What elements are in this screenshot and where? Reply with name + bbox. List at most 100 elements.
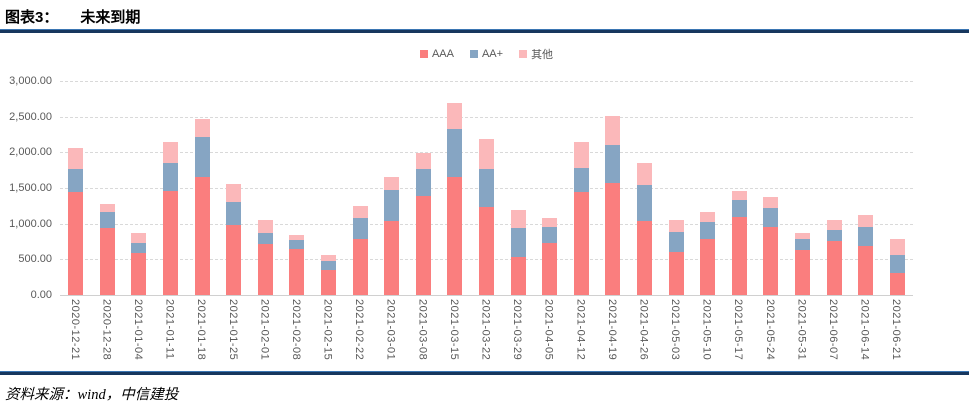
bar-2021-05-31 xyxy=(794,233,810,295)
title-divider-line xyxy=(0,29,969,33)
x-tick-label: 2021-01-18 xyxy=(195,299,208,361)
bar-segment-其他 xyxy=(763,196,779,209)
bar-segment-aaa xyxy=(163,190,179,295)
legend-label: 其他 xyxy=(531,49,554,61)
bar-2021-05-10 xyxy=(700,212,716,295)
bar-segment-aa+ xyxy=(479,169,494,207)
bar-segment-aaa xyxy=(131,252,147,295)
bar-segment-aa+ xyxy=(542,227,558,244)
bar-segment-aaa xyxy=(542,243,558,295)
bar-segment-aa+ xyxy=(321,261,337,271)
bar-segment-aa+ xyxy=(605,145,621,184)
bar-segment-其他 xyxy=(794,233,810,240)
y-tick-label: 1,000.00 xyxy=(9,217,52,230)
bar-segment-其他 xyxy=(131,232,147,243)
y-tick-label: 2,000.00 xyxy=(9,146,52,159)
bar-segment-其他 xyxy=(636,163,652,186)
bar-segment-aaa xyxy=(479,206,494,295)
bar-segment-aa+ xyxy=(352,218,368,239)
bar-segment-其他 xyxy=(826,219,842,231)
bar-2021-02-08 xyxy=(289,235,305,295)
legend-swatch-icon xyxy=(419,50,428,58)
x-tick-label: 2021-04-12 xyxy=(574,299,587,361)
x-tick-label: 2021-02-15 xyxy=(321,299,334,361)
bar-segment-aa+ xyxy=(731,199,747,217)
y-tick-label: 0.00 xyxy=(30,289,52,301)
x-tick-label: 2021-04-19 xyxy=(605,299,618,361)
chart-legend: AAA AA+ 其他 xyxy=(60,46,913,62)
legend-swatch-icon xyxy=(519,50,528,58)
bar-segment-aaa xyxy=(352,238,368,295)
x-tick-label: 2021-03-22 xyxy=(479,299,492,361)
x-tick-label: 2021-02-01 xyxy=(258,299,271,361)
x-tick-label: 2021-05-31 xyxy=(795,299,808,361)
bar-2021-01-25 xyxy=(226,184,242,295)
x-axis-tick-labels: 2020-12-21 2020-12-28 2021-01-04 2021-01-11… xyxy=(60,299,913,371)
bar-2020-12-28 xyxy=(99,204,115,295)
bar-segment-aaa xyxy=(605,183,621,295)
bar-segment-aa+ xyxy=(889,255,905,274)
bar-segment-其他 xyxy=(731,191,747,200)
bar-segment-aa+ xyxy=(700,221,716,240)
bar-segment-aa+ xyxy=(257,233,273,245)
bar-segment-aaa xyxy=(636,220,652,295)
legend-label: AAA xyxy=(431,48,454,60)
bar-segment-其他 xyxy=(542,218,558,228)
y-axis-tick-labels: 0.00 500.00 1,000.00 1,500.00 2,000.00 2,500.… xyxy=(0,75,52,301)
bar-segment-其他 xyxy=(479,138,494,170)
chart-header: 图表3： 未来到期 xyxy=(5,6,140,27)
bar-2021-01-04 xyxy=(131,232,147,295)
bar-segment-aaa xyxy=(321,270,337,295)
x-tick-label: 2021-06-21 xyxy=(890,299,903,361)
bar-segment-aaa xyxy=(289,249,305,295)
bar-segment-其他 xyxy=(858,215,874,228)
x-tick-label: 2021-03-08 xyxy=(416,299,429,361)
y-tick-label: 2,500.00 xyxy=(9,110,52,123)
bar-2021-03-29 xyxy=(510,210,526,295)
legend-item-aa+: AA+ xyxy=(469,46,504,62)
bar-segment-其他 xyxy=(289,235,305,241)
bar-2021-03-22 xyxy=(479,138,494,295)
bar-2021-01-11 xyxy=(163,142,179,295)
legend-item-其他: 其他 xyxy=(519,46,553,62)
y-tick-label: 500.00 xyxy=(18,253,52,266)
bar-segment-其他 xyxy=(257,220,273,234)
bar-segment-其他 xyxy=(605,116,621,146)
x-tick-label: 2021-05-03 xyxy=(669,299,682,361)
x-tick-label: 2021-03-29 xyxy=(511,299,524,361)
bar-segment-其他 xyxy=(163,142,179,164)
bar-segment-aa+ xyxy=(447,129,463,177)
bar-segment-aa+ xyxy=(636,185,652,221)
bar-segment-aaa xyxy=(226,225,242,295)
bar-segment-aaa xyxy=(384,220,400,295)
bar-segment-其他 xyxy=(352,205,368,219)
bar-segment-其他 xyxy=(668,220,684,232)
bar-2021-05-03 xyxy=(668,220,684,295)
bar-2021-06-14 xyxy=(858,215,874,295)
bar-segment-aa+ xyxy=(415,169,431,196)
x-tick-label: 2021-05-17 xyxy=(732,299,745,361)
bar-segment-aa+ xyxy=(384,190,400,221)
bar-2021-05-24 xyxy=(763,196,779,295)
bar-segment-aaa xyxy=(99,228,115,295)
bar-2021-03-08 xyxy=(415,153,431,295)
x-tick-label: 2021-04-05 xyxy=(542,299,555,361)
gridline-3000 xyxy=(60,81,913,82)
bar-segment-aaa xyxy=(257,244,273,295)
bar-segment-aaa xyxy=(668,252,684,295)
legend-item-aaa: AAA xyxy=(419,46,454,62)
source-note: 资料来源：wind，中信建投 xyxy=(5,387,179,403)
x-axis-line xyxy=(60,295,913,296)
y-tick-label: 1,500.00 xyxy=(9,182,52,194)
bar-segment-aaa xyxy=(415,195,431,295)
bar-segment-aaa xyxy=(573,192,589,295)
x-tick-label: 2021-04-26 xyxy=(637,299,650,361)
bar-segment-aaa xyxy=(510,257,526,295)
legend-label: AA+ xyxy=(481,48,504,60)
bar-2021-02-15 xyxy=(321,255,337,295)
x-tick-label: 2021-01-04 xyxy=(131,299,144,361)
bar-segment-aaa xyxy=(68,191,84,295)
bar-segment-aa+ xyxy=(226,201,242,226)
x-tick-label: 2021-06-07 xyxy=(827,299,840,361)
bar-segment-aa+ xyxy=(510,228,526,258)
